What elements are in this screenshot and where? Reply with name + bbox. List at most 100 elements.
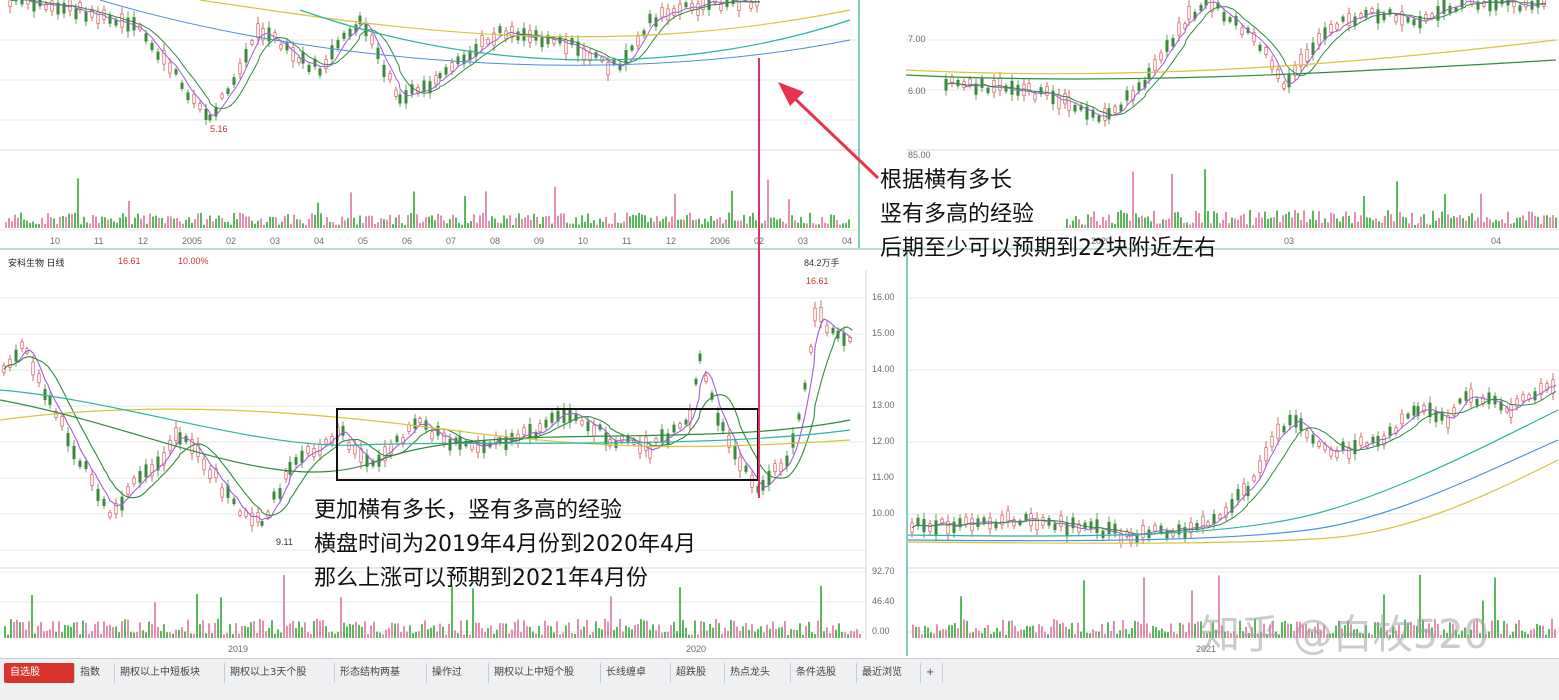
tab-1[interactable]: 指数 <box>74 663 115 683</box>
candle-body <box>324 438 328 445</box>
volume-bar <box>565 625 567 638</box>
bottom-left-ma-long-teal <box>0 389 851 446</box>
candle-body <box>974 83 978 95</box>
candle-body <box>1416 406 1420 416</box>
volume-bar <box>1284 620 1286 638</box>
candle-body <box>600 56 604 62</box>
candle-body <box>347 441 351 450</box>
volume-bar <box>364 621 366 638</box>
volume-bar <box>1270 217 1272 228</box>
volume-bar <box>978 630 980 638</box>
volume-bar <box>151 624 153 638</box>
volume-bar <box>340 597 342 638</box>
volume-bar <box>178 629 180 638</box>
tab-11[interactable]: 最近浏览 <box>856 663 921 683</box>
tab-7[interactable]: 长线缠卓 <box>600 663 671 683</box>
volume-bar <box>379 632 381 638</box>
volume-bar <box>1503 621 1505 638</box>
bottom-left-chart-panel[interactable]: 安科生物 日线 16.61 10.00% 84.2万手 16.61 9.11 1… <box>0 250 906 656</box>
volume-bar <box>38 224 40 228</box>
volume-bar <box>1497 619 1499 638</box>
tab-4[interactable]: 形态结构两基 <box>334 663 427 683</box>
tab-2[interactable]: 期权以上中短板块 <box>114 663 225 683</box>
volume-bar <box>806 223 808 228</box>
top-left-x-tick: 11 <box>622 236 632 246</box>
volume-bar <box>389 214 391 228</box>
volume-bar <box>1321 222 1323 228</box>
volume-bar <box>368 215 370 228</box>
top-left-x-tick: 07 <box>446 236 457 246</box>
volume-bar <box>785 223 787 228</box>
volume-bar <box>196 593 198 638</box>
volume-bar <box>142 630 144 638</box>
candle-body <box>398 94 402 104</box>
volume-bar <box>221 218 223 228</box>
volume-bar <box>100 633 102 638</box>
volume-bar <box>1258 212 1260 228</box>
candle-body <box>404 90 408 104</box>
candle-body <box>1506 0 1510 6</box>
add-tab-button[interactable]: + <box>920 663 943 683</box>
candle-body <box>341 425 345 436</box>
top-left-x-tick: 2006 <box>710 236 731 246</box>
volume-bar <box>1450 218 1452 228</box>
volume-bar <box>146 223 148 228</box>
volume-bar <box>859 633 861 638</box>
volume-bar <box>116 222 118 228</box>
volume-bar <box>328 632 330 638</box>
top-left-x-tick: 02 <box>226 236 237 246</box>
volume-bar <box>1201 222 1203 228</box>
volume-bar <box>212 221 214 228</box>
volume-bar <box>784 621 786 638</box>
tab-0[interactable]: 自选股 <box>4 663 75 683</box>
tab-5[interactable]: 操作过 <box>426 663 489 683</box>
volume-bar <box>1345 211 1347 228</box>
volume-bar <box>110 218 112 228</box>
volume-bar <box>677 219 679 228</box>
top-right-chart-panel[interactable]: 7.00 6.00 85.00 2020 03 04 <box>906 0 1559 248</box>
tab-9[interactable]: 热点龙头 <box>724 663 791 683</box>
volume-bar <box>1509 634 1511 638</box>
top-left-ma-long-teal <box>299 9 851 61</box>
top-left-chart-panel[interactable]: 5.16 10 11 12 2005 02 03 04 05 06 07 08 09 10 11 12 200… <box>0 0 858 248</box>
volume-bar <box>562 632 564 638</box>
volume-bar <box>256 633 258 638</box>
volume-bar <box>52 621 54 638</box>
volume-bar <box>856 629 858 638</box>
candle-body <box>672 8 676 16</box>
volume-bar <box>652 624 654 638</box>
tab-6[interactable]: 期权以上中短个股 <box>488 663 601 683</box>
volume-bar <box>73 622 75 638</box>
volume-bar <box>1432 210 1434 228</box>
candle-body <box>1460 0 1464 8</box>
volume-bar <box>664 631 666 638</box>
volume-bar <box>427 629 429 638</box>
tab-10[interactable]: 条件选股 <box>790 663 857 683</box>
volume-bar <box>380 218 382 228</box>
candle-body <box>486 38 490 45</box>
volume-bar <box>428 216 430 228</box>
top-left-x-tick: 04 <box>314 236 325 246</box>
volume-bar <box>1044 631 1046 638</box>
volume-bar <box>815 224 817 228</box>
volume-bar <box>1555 217 1557 228</box>
volume-bar <box>1083 580 1085 638</box>
candle-body <box>1033 93 1037 101</box>
candle-body <box>1317 33 1321 45</box>
volume-bar <box>1291 217 1293 228</box>
bottom-left-volume <box>4 574 861 638</box>
volume-bar <box>181 627 183 638</box>
candle-body <box>1264 447 1268 461</box>
volume-bar <box>1272 620 1274 638</box>
volume-bar <box>502 623 504 638</box>
volume-bar <box>653 221 655 228</box>
volume-bar <box>1542 625 1544 638</box>
candle-body <box>300 450 304 463</box>
candle-body <box>1335 449 1339 459</box>
bottom-right-chart-panel[interactable]: 2021 <box>908 250 1559 656</box>
bottom-left-price-tick: 15.00 <box>872 328 895 338</box>
tab-8[interactable]: 超跌股 <box>670 663 725 683</box>
volume-bar <box>1303 210 1305 228</box>
tab-3[interactable]: 期权以上3天个股 <box>224 663 335 683</box>
volume-bar <box>604 618 606 638</box>
